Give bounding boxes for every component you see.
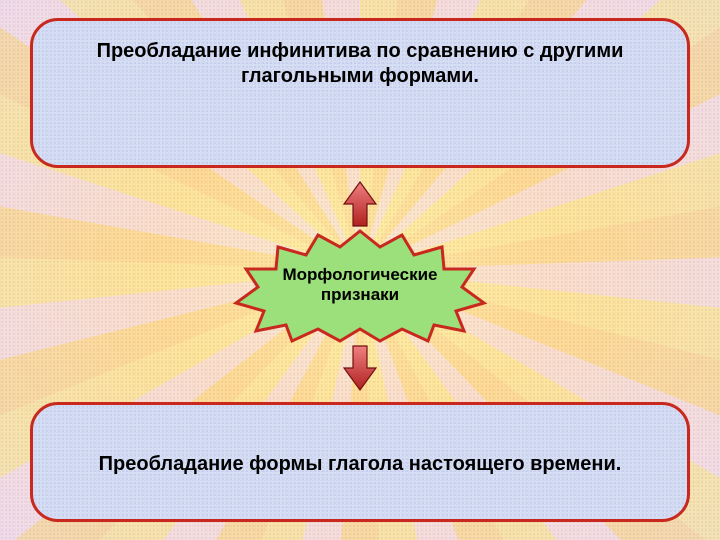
top-info-box: Преобладание инфинитива по сравнению с д… <box>30 18 690 168</box>
center-starburst: Морфологические признаки <box>230 225 490 345</box>
starburst-label: Морфологические признаки <box>282 265 437 305</box>
starburst-line2: признаки <box>321 285 399 304</box>
bottom-info-box: Преобладание формы глагола настоящего вр… <box>30 402 690 522</box>
arrow-down <box>342 344 378 397</box>
top-box-text: Преобладание инфинитива по сравнению с д… <box>59 39 661 89</box>
starburst-line1: Морфологические <box>282 265 437 284</box>
bottom-box-text: Преобладание формы глагола настоящего вр… <box>99 452 622 477</box>
